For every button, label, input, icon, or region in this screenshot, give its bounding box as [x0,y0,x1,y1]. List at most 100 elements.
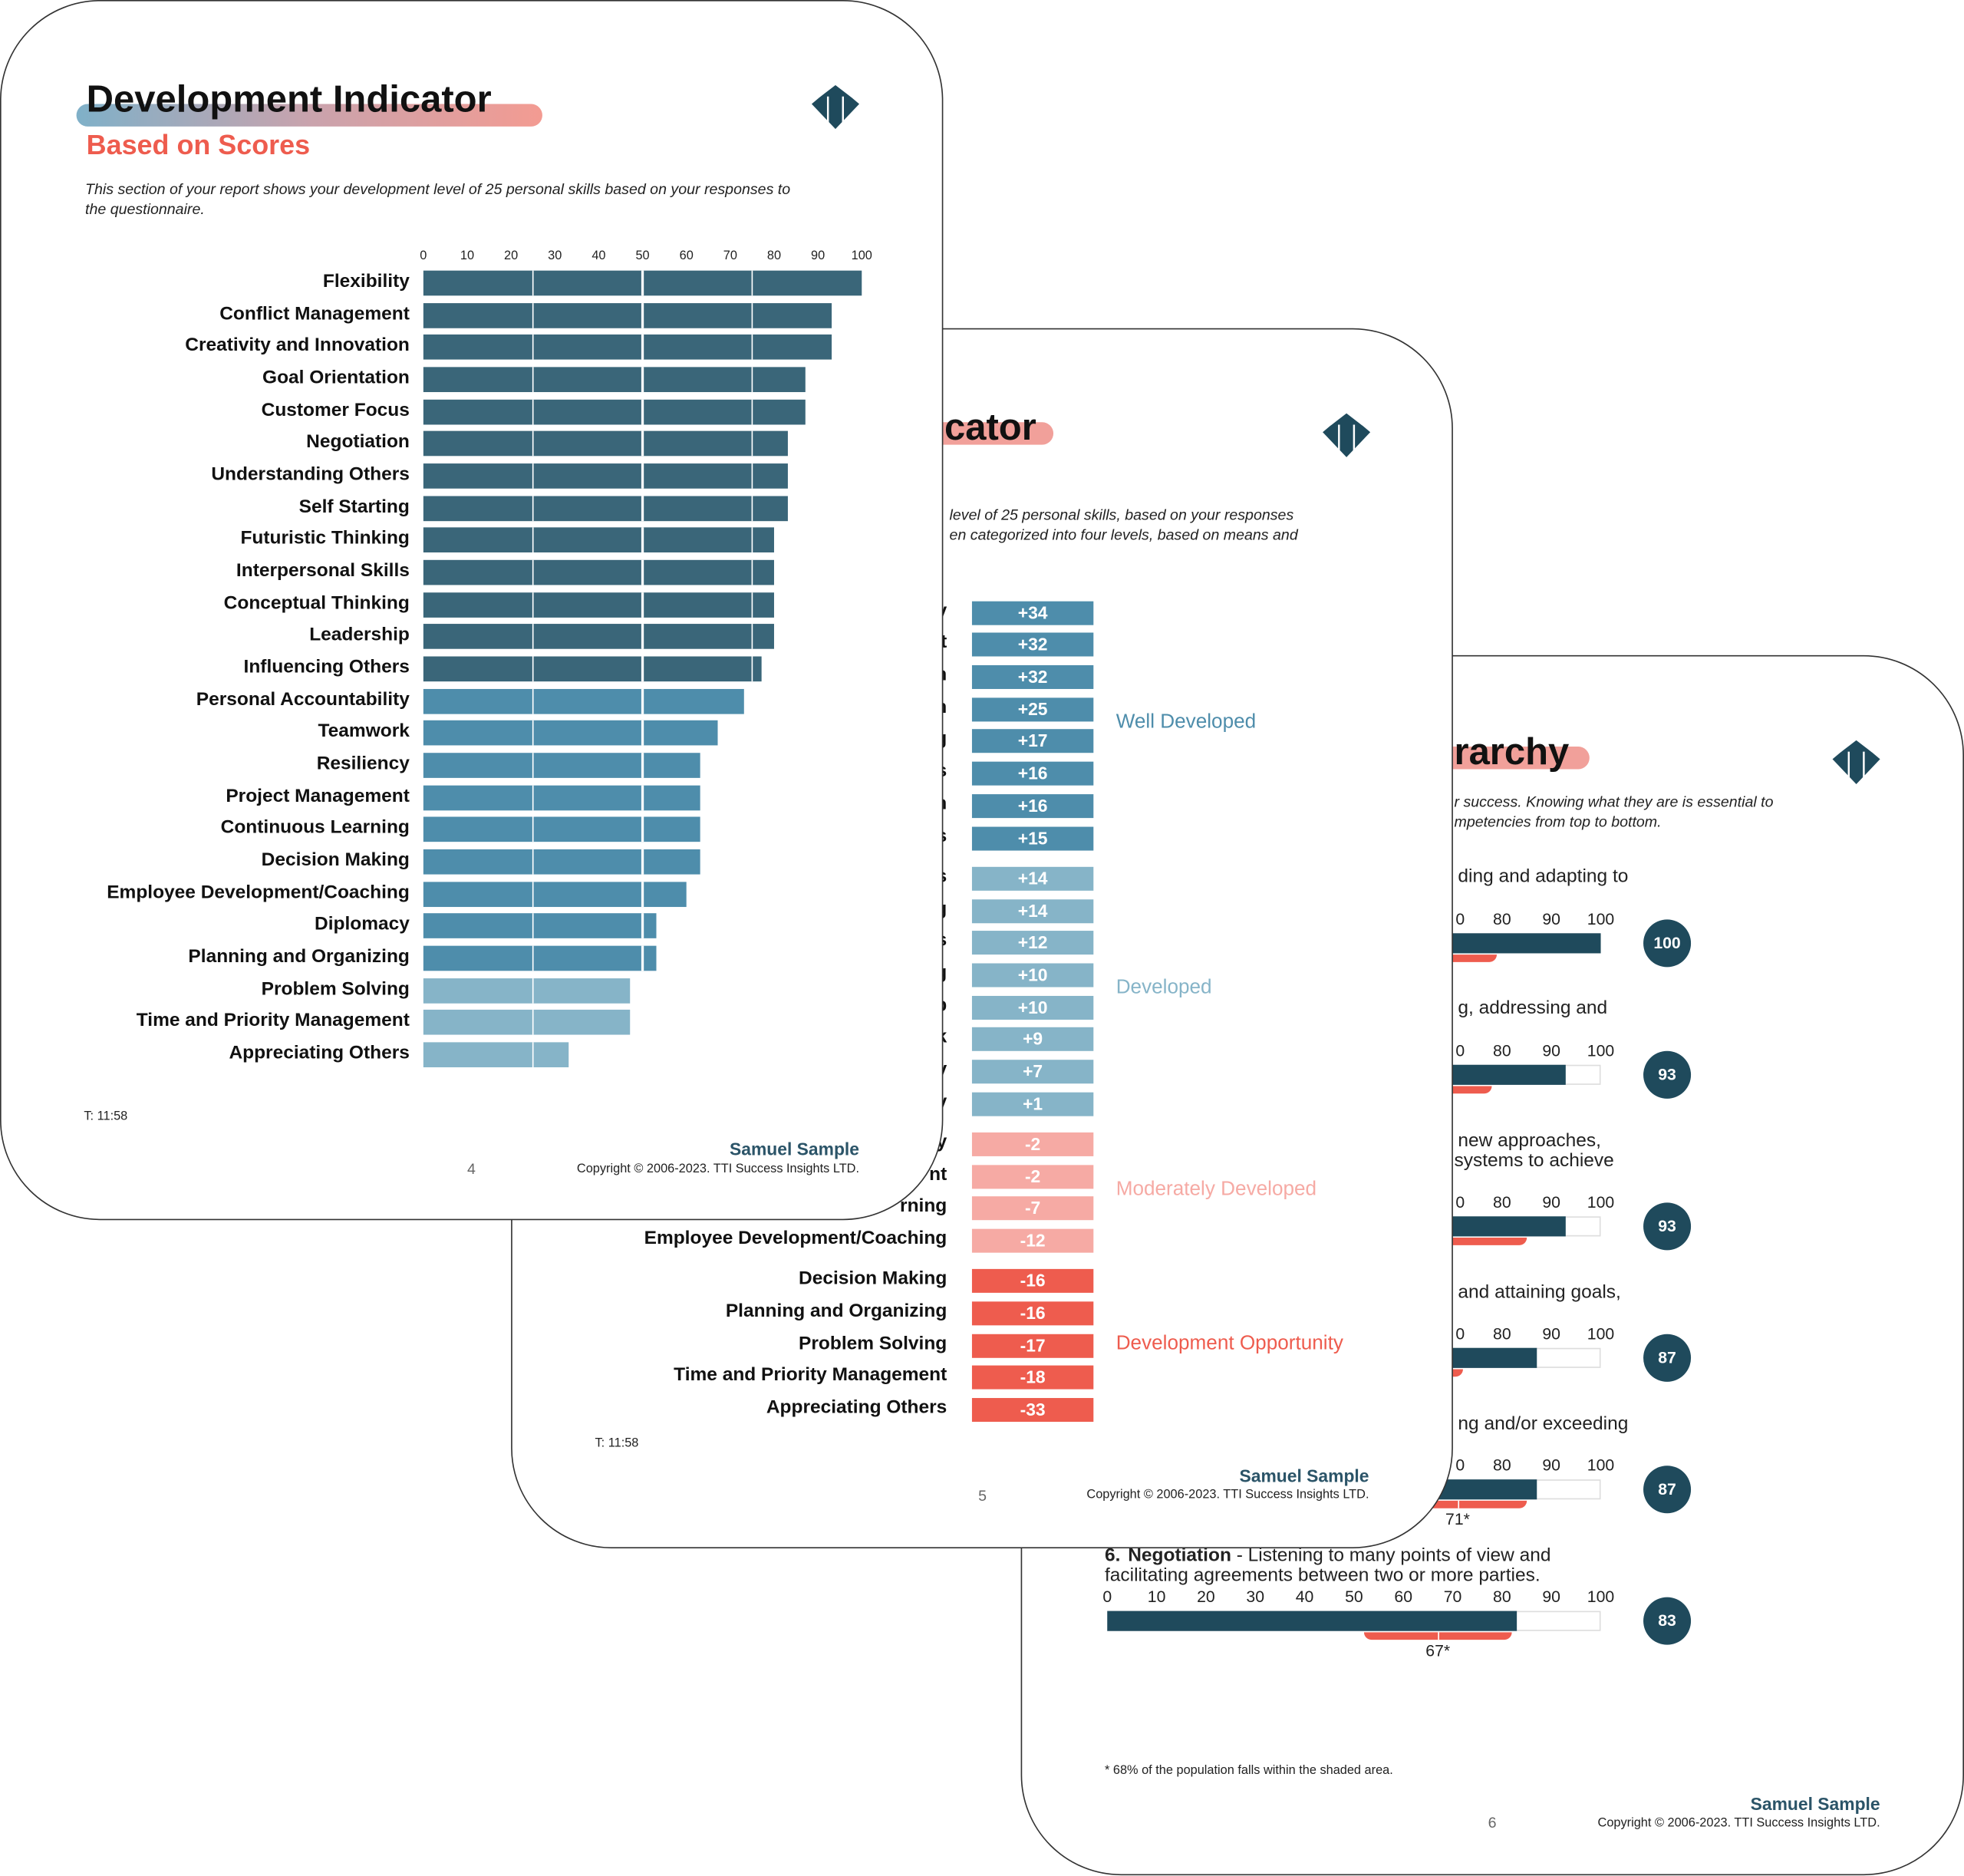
bar [423,656,761,682]
axis-tick-label: 0 [1455,1040,1465,1060]
bar-label: Futuristic Thinking [240,527,410,549]
skill-label: Planning and Organizing [725,1300,947,1322]
competency-description: and attaining goals, [1458,1281,1621,1303]
gridline [532,335,534,361]
report-page-4: Development Indicator Based on Scores Th… [0,0,944,1221]
tti-diamond-logo-icon [809,81,862,137]
axis-tick-label: 90 [1542,1040,1561,1060]
axis-tick-label: 90 [1542,1192,1561,1212]
competency-description: g, addressing and [1458,997,1608,1019]
bar [423,592,774,618]
skill-label: t [941,631,947,653]
deviation-bar: +32 [971,664,1094,689]
competency-description: ng and/or exceeding [1458,1413,1629,1435]
axis-tick-label: 20 [1197,1587,1215,1607]
bar [423,1042,568,1068]
gridline [641,463,644,489]
gridline [641,270,644,296]
gridline [532,978,534,1004]
score-badge: 93 [1643,1050,1692,1099]
page-title: Development Indicator [86,78,492,120]
gridline [532,1010,534,1036]
axis-tick-label: 100 [1587,909,1615,928]
gridline [532,656,534,682]
skill-label: rning [900,1195,947,1217]
report-owner: Samuel Sample [1750,1793,1880,1815]
gridline [641,592,644,618]
score-bar [1107,1611,1517,1631]
deviation-bar: +16 [971,793,1094,818]
bar [423,785,700,810]
page-number: 5 [978,1486,987,1505]
gridline [532,527,534,553]
gridline [532,592,534,618]
deviation-bar: +1 [971,1091,1094,1116]
bar-label: Decision Making [261,849,410,871]
gridline [750,656,753,682]
axis-tick-label: 100 [851,249,872,263]
bar-label: Employee Development/Coaching [107,881,410,903]
gridline [641,817,644,842]
tti-diamond-logo-icon [1320,410,1373,466]
bar-label: Influencing Others [243,656,410,678]
deviation-bar: -17 [971,1333,1094,1357]
report-owner: Samuel Sample [730,1139,859,1159]
bar-label: Resiliency [316,753,410,775]
footnote: * 68% of the population falls within the… [1104,1763,1393,1778]
deviation-bar: -12 [971,1228,1094,1252]
gridline [750,463,753,489]
axis-tick-label: 0 [1455,909,1465,928]
deviation-bar: +14 [971,898,1094,923]
axis-tick-label: 100 [1587,1587,1615,1607]
gridline [641,335,644,361]
gridline [750,496,753,521]
gridline [641,624,644,650]
bar-label: Continuous Learning [220,817,410,839]
gridline [641,688,644,714]
gridline [750,527,753,553]
deviation-bar: +10 [971,962,1094,987]
copyright: Copyright © 2006-2023. TTI Success Insig… [1086,1488,1369,1502]
deviation-bar: -2 [971,1164,1094,1189]
bar [423,720,717,747]
axis-tick-label: 70 [723,249,737,263]
copyright: Copyright © 2006-2023. TTI Success Insig… [576,1162,859,1177]
skill-label: Employee Development/Coaching [644,1227,947,1249]
gridline [532,785,534,810]
skill-label: nt [929,1163,947,1185]
bar [423,463,788,489]
gridline [641,399,644,424]
deviation-bar: +16 [971,760,1094,785]
gridline [750,302,753,328]
deviation-bar: +15 [971,826,1094,850]
gridline [641,945,644,971]
axis-tick-label: 0 [420,249,427,263]
competency-description: systems to achieve [1454,1149,1614,1172]
axis-tick-label: 100 [1587,1324,1615,1344]
deviation-bar: +17 [971,728,1094,753]
gridline [750,592,753,618]
axis-tick-label: 30 [1246,1587,1265,1607]
title-highlight [931,422,1054,445]
bar [423,978,630,1004]
bar-label: Flexibility [322,270,410,292]
axis-tick-label: 90 [1542,1456,1561,1475]
bar [423,753,700,778]
deviation-bar: -16 [971,1268,1094,1293]
tti-diamond-logo-icon [1830,737,1883,793]
page-description: level of 25 personal skills, based on yo… [949,506,1294,524]
report-owner: Samuel Sample [1239,1466,1369,1486]
axis-tick-label: 80 [1493,1192,1511,1212]
axis-tick-label: 80 [1493,1040,1511,1060]
gridline [750,335,753,361]
bar-label: Creativity and Innovation [185,335,410,357]
bar [423,270,862,296]
gridline [532,270,534,296]
deviation-bar: +12 [971,930,1094,954]
axis-tick-label: 40 [1295,1587,1314,1607]
page-description: mpetencies from top to bottom. [1454,813,1662,831]
gridline [750,624,753,650]
category-label: Well Developed [1115,711,1257,734]
bar [423,881,687,907]
